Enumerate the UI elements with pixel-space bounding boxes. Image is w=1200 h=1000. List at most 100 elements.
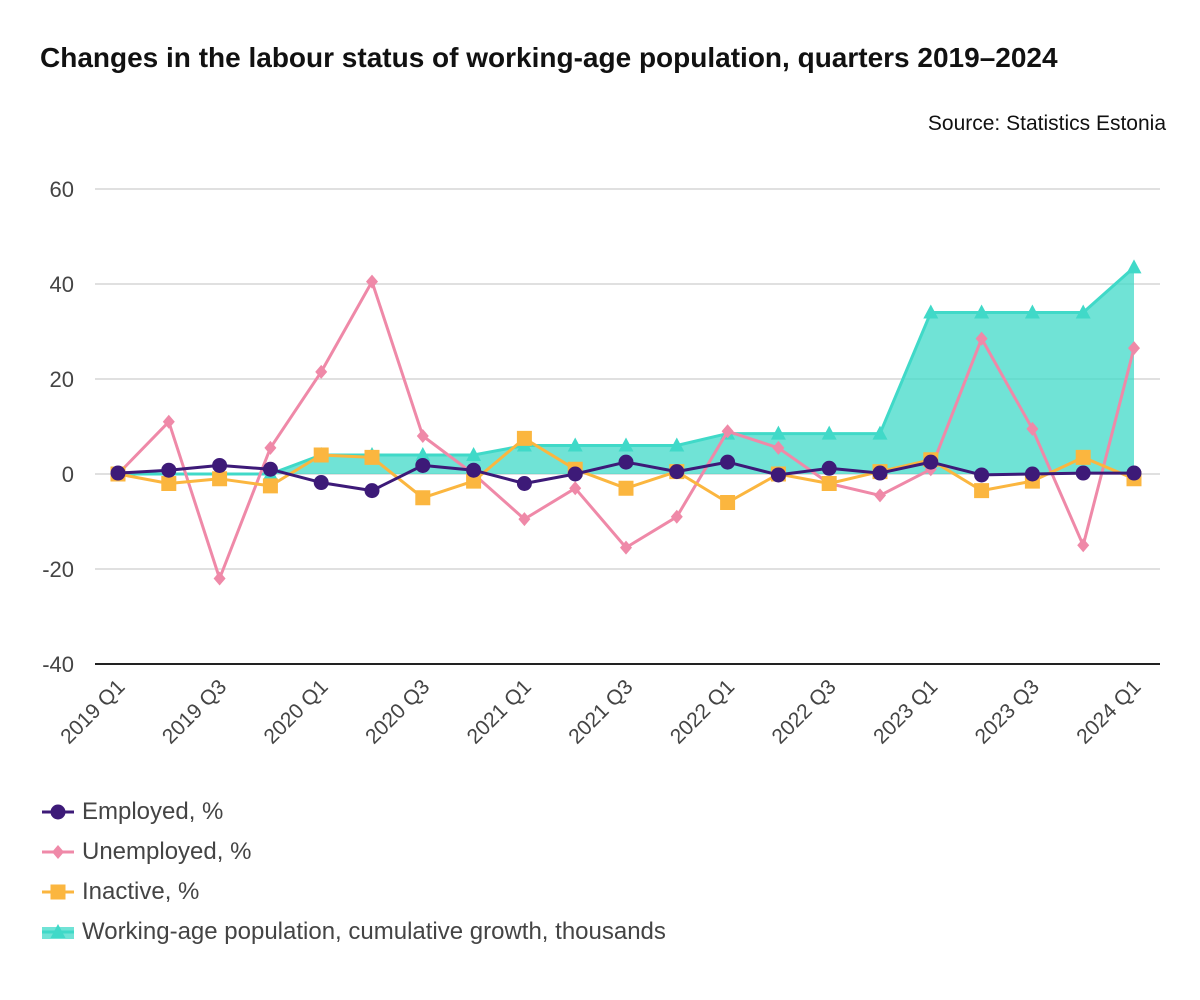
y-tick-label: 40 (50, 272, 74, 297)
data-point (770, 425, 786, 440)
legend-swatch (42, 845, 74, 859)
series-circle (110, 454, 1142, 499)
data-point (1024, 466, 1040, 482)
chart-legend: Employed, % Unemployed, % Inactive, % Worki… (40, 792, 666, 952)
data-point (213, 571, 226, 586)
y-tick-label: 20 (50, 367, 74, 392)
data-point (516, 430, 532, 446)
y-tick-label: 0 (62, 462, 74, 487)
data-point (1126, 465, 1142, 481)
data-point (567, 466, 583, 482)
data-point (821, 476, 837, 491)
data-point (821, 425, 837, 440)
y-tick-label: -20 (42, 557, 74, 582)
data-point (315, 364, 328, 379)
data-point (772, 440, 785, 455)
data-point (874, 488, 886, 503)
x-tick-label: 2021 Q1 (463, 675, 536, 748)
x-tick-label: 2019 Q1 (56, 675, 129, 748)
data-point (415, 490, 431, 506)
data-point (366, 274, 378, 289)
data-point (518, 512, 531, 527)
legend-item: Employed, % (40, 792, 666, 832)
x-tick-label: 2023 Q1 (869, 675, 942, 748)
legend-item: Inactive, % (40, 872, 666, 912)
data-point (416, 429, 429, 443)
chart-title: Changes in the labour status of working-… (40, 42, 1058, 73)
data-point (872, 425, 888, 440)
legend-label: Working-age population, cumulative growt… (82, 918, 666, 945)
data-point (618, 454, 634, 470)
data-point (161, 462, 177, 478)
chart-source: Source: Statistics Estonia (927, 112, 1166, 135)
x-tick-label: 2021 Q3 (564, 675, 637, 748)
legend-swatch (42, 924, 74, 939)
data-point (162, 414, 175, 429)
data-point (720, 454, 736, 470)
data-point (212, 457, 228, 473)
data-point (974, 304, 990, 319)
data-point (569, 481, 582, 496)
data-point (669, 437, 685, 452)
x-tick-label: 2022 Q3 (767, 675, 840, 748)
data-point (1077, 538, 1090, 553)
y-tick-label: 60 (50, 177, 74, 202)
data-point (212, 471, 228, 487)
series-triangle (110, 259, 1142, 480)
data-point (1126, 259, 1142, 274)
data-point (262, 461, 278, 477)
data-point (974, 483, 990, 499)
area-fill (118, 267, 1134, 474)
data-point (415, 457, 431, 473)
x-tick-label: 2022 Q1 (666, 675, 739, 748)
data-point (720, 495, 736, 510)
data-point (618, 437, 634, 452)
data-point (872, 465, 888, 481)
legend-label: Employed, % (82, 798, 224, 825)
data-point (1075, 465, 1091, 481)
legend-item: Unemployed, % (40, 832, 666, 872)
x-tick-label: 2024 Q1 (1072, 675, 1145, 748)
data-point (770, 467, 786, 483)
y-tick-label: -40 (42, 652, 74, 677)
x-tick-label: 2023 Q3 (971, 675, 1044, 748)
data-point (161, 476, 177, 491)
legend-swatch (42, 804, 74, 820)
data-point (1024, 304, 1040, 319)
data-point (364, 449, 380, 465)
data-point (264, 440, 277, 455)
data-point (821, 460, 837, 476)
data-point (1128, 341, 1140, 356)
x-tick-label: 2019 Q3 (158, 675, 231, 748)
legend-swatch (42, 884, 74, 900)
data-point (1075, 449, 1091, 465)
data-point (516, 476, 532, 491)
data-point (669, 464, 685, 480)
data-point (466, 462, 482, 478)
data-point (620, 540, 632, 555)
data-point (923, 304, 939, 319)
data-point (110, 465, 126, 481)
data-point (670, 509, 683, 524)
data-point (1075, 304, 1091, 319)
data-point (975, 331, 988, 346)
x-tick-label: 2020 Q1 (259, 675, 332, 748)
data-point (313, 447, 329, 463)
legend-label: Unemployed, % (82, 838, 252, 865)
data-point (618, 480, 634, 496)
data-point (466, 473, 482, 489)
legend-label: Inactive, % (82, 878, 200, 905)
data-point (262, 478, 278, 494)
data-point (567, 437, 583, 452)
legend-item: Working-age population, cumulative growt… (40, 912, 666, 952)
data-point (415, 447, 431, 461)
data-point (466, 447, 482, 461)
x-tick-label: 2020 Q3 (361, 675, 434, 748)
data-point (1026, 421, 1039, 436)
data-point (974, 467, 990, 483)
data-point (364, 483, 380, 499)
data-point (313, 475, 329, 491)
data-point (721, 424, 734, 439)
data-point (923, 454, 939, 470)
